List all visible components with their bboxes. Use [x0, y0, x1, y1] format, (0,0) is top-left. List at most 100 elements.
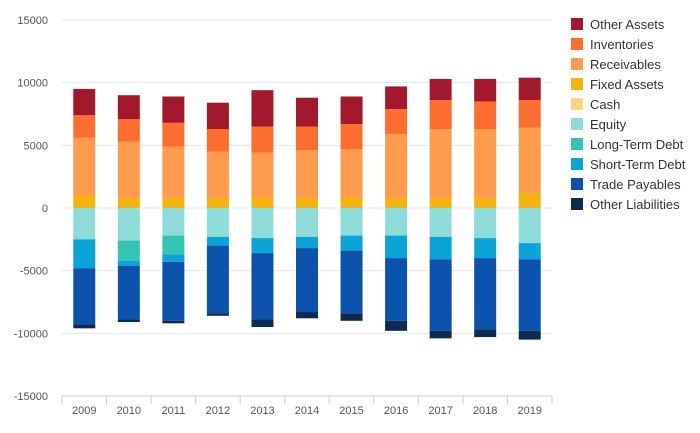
bar-segment: [474, 101, 497, 130]
bar-segment: [340, 124, 363, 150]
bar-segment: [206, 245, 229, 314]
bar-segment: [385, 108, 408, 135]
bar-segment: [296, 208, 318, 237]
bar-segment: [117, 265, 140, 320]
legend-label: Other Assets: [590, 17, 665, 32]
bar-segment: [474, 78, 497, 102]
legend-label: Long-Term Debt: [590, 137, 684, 152]
bar-segment: [385, 197, 408, 208]
bar-segment: [117, 197, 140, 208]
bar-segment: [251, 238, 274, 254]
bar-segment: [117, 95, 140, 120]
bar-segment: [117, 119, 140, 142]
bar-segment: [206, 236, 229, 246]
legend-item[interactable]: Trade Payables: [571, 177, 681, 192]
bar-segment: [206, 313, 229, 316]
bar-segment: [296, 312, 318, 319]
bar-segment: [73, 115, 96, 138]
bar-segment: [474, 129, 497, 198]
legend-label: Equity: [590, 117, 627, 132]
bar-segment: [474, 208, 497, 239]
legend-item[interactable]: Other Liabilities: [571, 197, 680, 212]
legend-label: Inventories: [590, 37, 654, 52]
bar-segment: [296, 248, 318, 313]
bar-segment: [117, 141, 140, 198]
x-tick-label: 2010: [117, 405, 141, 417]
legend-swatch: [571, 198, 583, 210]
bar-segment: [385, 235, 408, 259]
bar-segment: [296, 197, 318, 208]
legend[interactable]: Other Assets Inventories Receivables Fixed …: [571, 17, 686, 212]
legend-item[interactable]: Cash: [571, 97, 620, 112]
x-tick-label: 2012: [206, 405, 230, 417]
y-tick-label: 15000: [17, 15, 48, 27]
legend-swatch: [571, 38, 583, 50]
x-tick-label: 2015: [339, 405, 363, 417]
legend-item[interactable]: Fixed Assets: [571, 77, 664, 92]
bar-segment: [385, 86, 408, 109]
legend-label: Receivables: [590, 57, 661, 72]
bar-segment: [385, 208, 408, 236]
y-tick-label: 10000: [17, 78, 48, 90]
legend-swatch: [571, 78, 583, 90]
bar-segment: [296, 150, 318, 198]
legend-swatch: [571, 118, 583, 130]
legend-item[interactable]: Equity: [571, 117, 627, 132]
bar-segment: [340, 96, 363, 125]
bar-segment: [518, 127, 541, 193]
y-tick-label: 0: [42, 203, 48, 215]
bar-segment: [73, 195, 96, 208]
legend-swatch: [571, 138, 583, 150]
bar-segment: [429, 330, 452, 339]
y-tick-label: -10000: [14, 328, 48, 340]
bar-segment: [429, 197, 452, 208]
axes: 15000 10000 5000 0 -5000 -10000 -15000 2009 2010…: [14, 15, 553, 417]
bar-segment: [385, 320, 408, 331]
bar-segment: [518, 100, 541, 128]
x-tick-label: 2017: [428, 405, 452, 417]
legend-item[interactable]: Receivables: [571, 57, 661, 72]
bar-segment: [251, 90, 274, 127]
bar-segment: [73, 324, 96, 329]
bar-segment: [385, 258, 408, 321]
bar-segment: [474, 329, 497, 338]
bar-segment: [340, 208, 363, 236]
bar-segment: [429, 236, 452, 260]
bar-segment: [73, 88, 96, 116]
x-tick-label: 2016: [384, 405, 408, 417]
bar-segment: [162, 96, 185, 123]
legend-item[interactable]: Long-Term Debt: [571, 137, 684, 152]
y-tick-label: 5000: [24, 140, 48, 152]
bar-segment: [429, 129, 452, 198]
x-tick-label: 2018: [473, 405, 497, 417]
legend-label: Trade Payables: [590, 177, 681, 192]
bar-segment: [117, 240, 140, 261]
legend-item[interactable]: Inventories: [571, 37, 654, 52]
bar-segment: [206, 151, 229, 198]
y-tick-label: -15000: [14, 391, 48, 403]
bar-segment: [162, 261, 185, 321]
bar-segment: [162, 208, 185, 236]
bar-segment: [340, 235, 363, 251]
legend-item[interactable]: Short-Term Debt: [571, 157, 686, 172]
bars: [73, 77, 541, 340]
bar-segment: [162, 197, 185, 208]
bar-segment: [296, 97, 318, 127]
bar-segment: [340, 250, 363, 314]
bar-segment: [474, 238, 497, 259]
legend-item[interactable]: Other Assets: [571, 17, 665, 32]
legend-swatch: [571, 98, 583, 110]
bar-segment: [162, 146, 185, 198]
legend-swatch: [571, 58, 583, 70]
bar-segment: [117, 319, 140, 323]
bar-segment: [518, 208, 541, 244]
bar-segment: [474, 258, 497, 330]
bar-segment: [385, 134, 408, 198]
legend-swatch: [571, 158, 583, 170]
bar-segment: [340, 313, 363, 321]
x-tick-label: 2009: [72, 405, 96, 417]
x-tick-label: 2019: [517, 405, 541, 417]
bar-segment: [251, 197, 274, 208]
bar-segment: [162, 122, 185, 147]
